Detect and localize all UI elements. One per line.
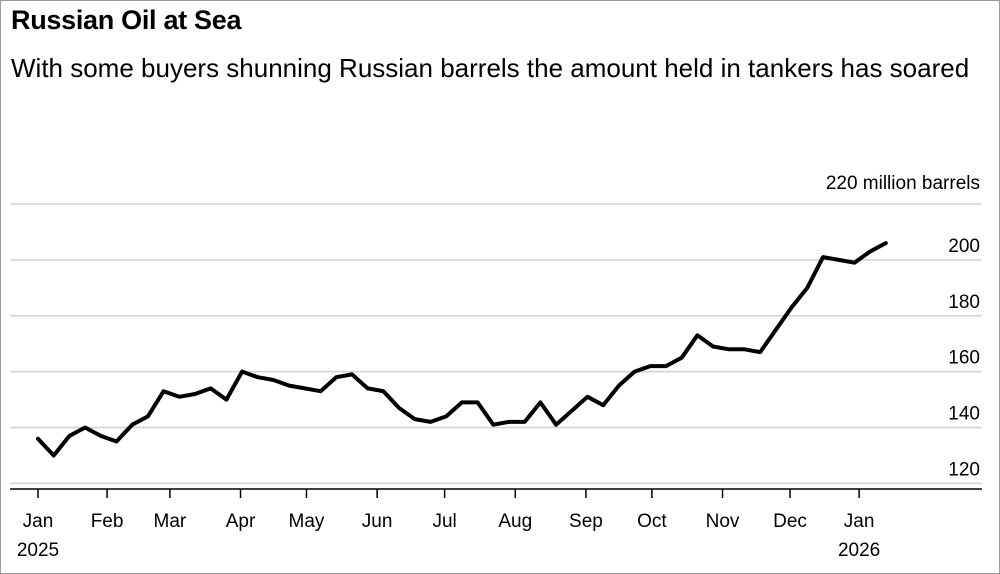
data-point <box>680 356 684 360</box>
data-point <box>758 350 762 354</box>
data-point <box>460 400 464 404</box>
x-tick-label: Apr <box>226 511 256 532</box>
data-point <box>99 434 103 438</box>
y-axis-ticks: 120 140 160 180 200 <box>948 236 980 481</box>
x-tick-year-label: 2026 <box>838 540 880 561</box>
data-point <box>727 347 731 351</box>
data-point <box>319 389 323 393</box>
y-tick-label: 120 <box>948 459 980 480</box>
x-tick-label: Jun <box>362 511 393 532</box>
x-tick-label: Aug <box>498 511 532 532</box>
data-point <box>664 364 668 368</box>
y-tick-label: 140 <box>948 404 980 425</box>
data-point <box>303 386 307 390</box>
x-tick-label: Dec <box>773 511 807 532</box>
data-point <box>334 375 338 379</box>
data-point <box>570 409 574 413</box>
x-tick-label: Jan <box>844 511 875 532</box>
data-point <box>601 403 605 407</box>
data-point <box>177 395 181 399</box>
data-point <box>83 426 87 429</box>
x-tick-year-label: 2025 <box>17 540 59 561</box>
x-tick-label: Jan <box>23 511 54 532</box>
x-tick-label: May <box>289 511 325 532</box>
y-tick-label: 200 <box>948 236 980 257</box>
data-point <box>256 375 260 379</box>
data-point <box>67 434 71 438</box>
data-point <box>633 370 637 374</box>
data-point <box>523 420 527 424</box>
data-point <box>130 423 134 427</box>
y-tick-label: 180 <box>948 292 980 313</box>
data-point <box>397 406 401 410</box>
data-point <box>711 345 715 348</box>
data-point <box>648 364 652 368</box>
series-line <box>36 241 888 458</box>
data-point <box>224 398 228 402</box>
data-point <box>538 400 542 404</box>
x-tick-label: Oct <box>637 511 667 532</box>
data-point <box>240 370 244 374</box>
data-point <box>695 333 699 337</box>
data-point <box>586 395 589 399</box>
data-point <box>884 241 888 245</box>
data-point <box>162 389 166 393</box>
data-point <box>868 250 872 253</box>
series-points <box>36 241 888 457</box>
data-point <box>491 423 495 427</box>
data-point <box>287 384 291 388</box>
data-point <box>743 347 746 351</box>
x-tick-label: Sep <box>569 511 603 532</box>
data-point <box>805 286 809 290</box>
y-axis-unit-label: 220 million barrels <box>826 173 980 194</box>
data-point <box>617 384 621 388</box>
data-point <box>350 372 354 376</box>
data-point <box>52 454 56 457</box>
data-point <box>36 437 40 441</box>
data-point <box>507 420 511 424</box>
y-tick-label: 160 <box>948 348 980 369</box>
data-point <box>476 400 480 404</box>
data-point <box>444 414 448 418</box>
data-point <box>413 417 417 421</box>
x-tick-label: Mar <box>154 511 187 532</box>
x-axis-ticks: Jan 2025 Feb Mar Apr May Jun Jul Aug Sep Oct Nov Dec… <box>17 489 880 561</box>
data-point <box>209 386 213 390</box>
data-point <box>429 420 432 424</box>
data-point <box>821 255 825 259</box>
data-point <box>115 440 118 443</box>
data-point <box>272 378 275 382</box>
data-point <box>774 328 778 332</box>
x-tick-label: Nov <box>706 511 740 532</box>
data-point <box>366 386 370 390</box>
chart-subtitle: With some buyers shunning Russian barrel… <box>11 53 970 83</box>
data-point <box>554 423 558 427</box>
x-tick-label: Jul <box>432 511 456 532</box>
chart-title: Russian Oil at Sea <box>11 5 242 35</box>
data-point <box>193 392 197 396</box>
data-point <box>837 258 841 262</box>
x-tick-label: Feb <box>91 511 124 532</box>
data-point <box>381 389 385 393</box>
gridlines <box>10 203 982 485</box>
data-point <box>852 261 856 265</box>
data-point <box>146 414 150 418</box>
data-point <box>790 305 794 309</box>
